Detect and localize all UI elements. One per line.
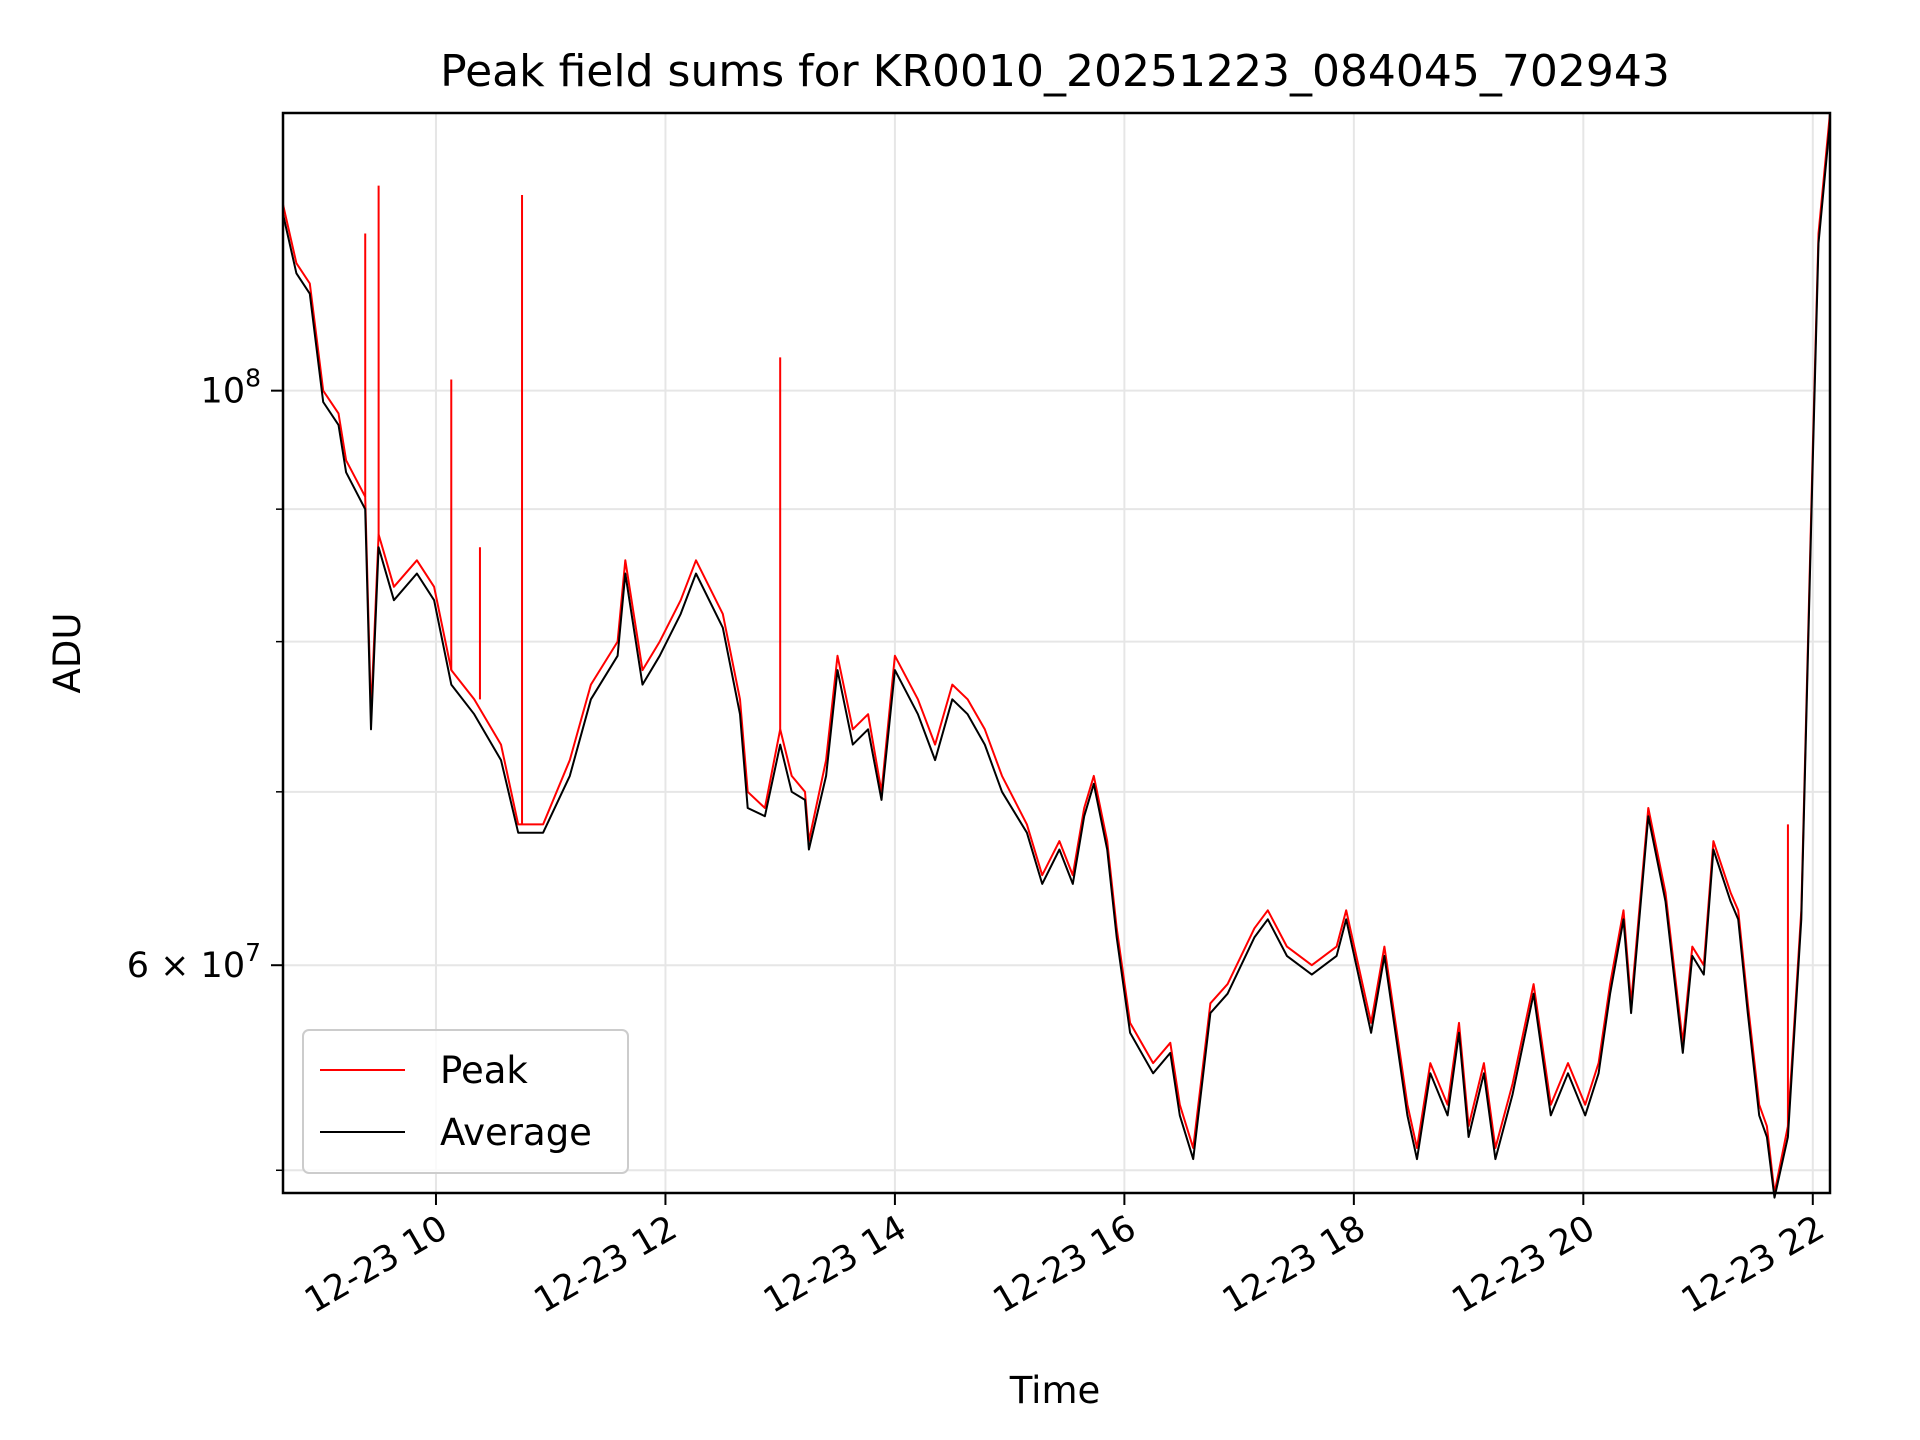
series-line-average bbox=[282, 121, 1831, 1199]
y-axis: 108 6 × 107 bbox=[127, 364, 283, 1172]
plot-frame bbox=[281, 111, 1832, 1195]
legend-box bbox=[302, 1029, 629, 1174]
y-axis-label: ADU bbox=[46, 613, 89, 694]
chart-title: Peak field sums for KR0010_20251223_0840… bbox=[440, 46, 1670, 97]
plot-area bbox=[283, 113, 1830, 1193]
grid bbox=[283, 113, 1830, 1193]
x-axis-label: Time bbox=[1009, 1369, 1101, 1412]
y-tick-label-base: 6 × 10 bbox=[127, 946, 245, 986]
legend: Peak Average bbox=[302, 1029, 629, 1174]
y-tick-label-base: 10 bbox=[201, 372, 246, 412]
y-tick-label-exponent: 8 bbox=[245, 364, 261, 393]
series-layer bbox=[282, 112, 1831, 1199]
legend-label-peak: Peak bbox=[440, 1049, 528, 1092]
y-tick-label: 108 bbox=[201, 364, 261, 412]
y-tick-label: 6 × 107 bbox=[127, 938, 261, 986]
y-tick-label-exponent: 7 bbox=[245, 938, 261, 967]
legend-label-average: Average bbox=[440, 1111, 592, 1154]
